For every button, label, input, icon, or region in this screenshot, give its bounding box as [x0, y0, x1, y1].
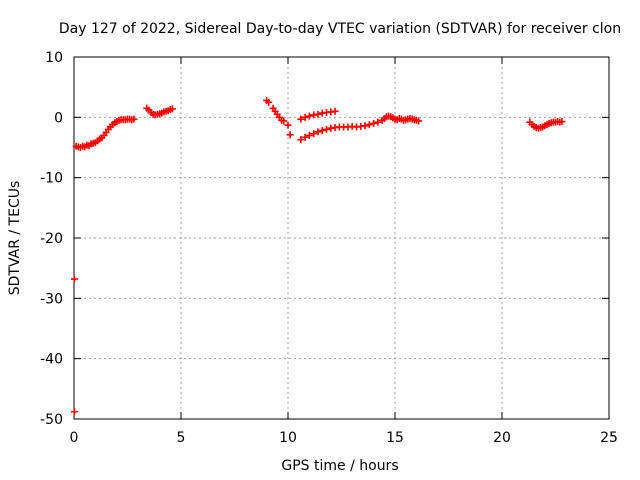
y-axis-label: SDTVAR / TECUs: [7, 181, 23, 296]
data-points: [70, 96, 566, 416]
data-point: [318, 127, 326, 135]
y-tick-label: -40: [40, 352, 63, 368]
x-tick-label: 5: [177, 430, 186, 446]
series-segment-1-outliers: [70, 275, 78, 416]
data-point: [130, 115, 138, 123]
x-tick-label: 10: [279, 430, 297, 446]
data-point: [301, 113, 309, 121]
y-tick-label: 0: [54, 110, 63, 126]
chart-title: Day 127 of 2022, Sidereal Day-to-day VTE…: [59, 21, 621, 37]
series-segment-5: [297, 112, 423, 144]
data-point: [374, 118, 382, 126]
y-tick-label: -10: [40, 171, 63, 187]
series-segment-4: [297, 107, 339, 123]
data-point: [70, 408, 78, 416]
data-point: [265, 98, 273, 106]
x-axis-label: GPS time / hours: [281, 458, 398, 474]
data-point: [168, 105, 176, 113]
data-point: [558, 118, 566, 126]
y-tick-label: -50: [40, 412, 63, 428]
data-point: [280, 117, 288, 125]
y-tick-label: -20: [40, 231, 63, 247]
data-point: [415, 117, 423, 125]
series-segment-1: [72, 115, 138, 151]
data-point: [314, 110, 322, 118]
data-point: [297, 115, 305, 123]
grid: [74, 57, 609, 419]
data-point: [301, 133, 309, 141]
data-point: [365, 121, 373, 129]
series-segment-6: [526, 118, 566, 132]
data-point: [370, 119, 378, 127]
x-tick-label: 25: [600, 430, 618, 446]
series-segment-2: [143, 104, 176, 119]
y-tick-label: 10: [45, 50, 63, 66]
series-segment-3: [263, 96, 294, 139]
x-tick-label: 20: [493, 430, 511, 446]
data-point: [314, 128, 322, 136]
data-point: [305, 131, 313, 139]
data-point: [310, 130, 318, 138]
data-point: [286, 131, 294, 139]
axis-ticks: 0 5 10 15 20 25 -50 -40 -30 -20 -10 0 10: [40, 50, 618, 446]
x-tick-label: 15: [386, 430, 404, 446]
data-point: [331, 107, 339, 115]
x-tick-label: 0: [70, 430, 79, 446]
data-point: [305, 112, 313, 120]
data-point: [361, 122, 369, 130]
data-point: [297, 136, 305, 144]
data-point: [323, 125, 331, 133]
y-tick-label: -30: [40, 291, 63, 307]
data-point: [70, 275, 78, 283]
data-point: [284, 121, 292, 129]
